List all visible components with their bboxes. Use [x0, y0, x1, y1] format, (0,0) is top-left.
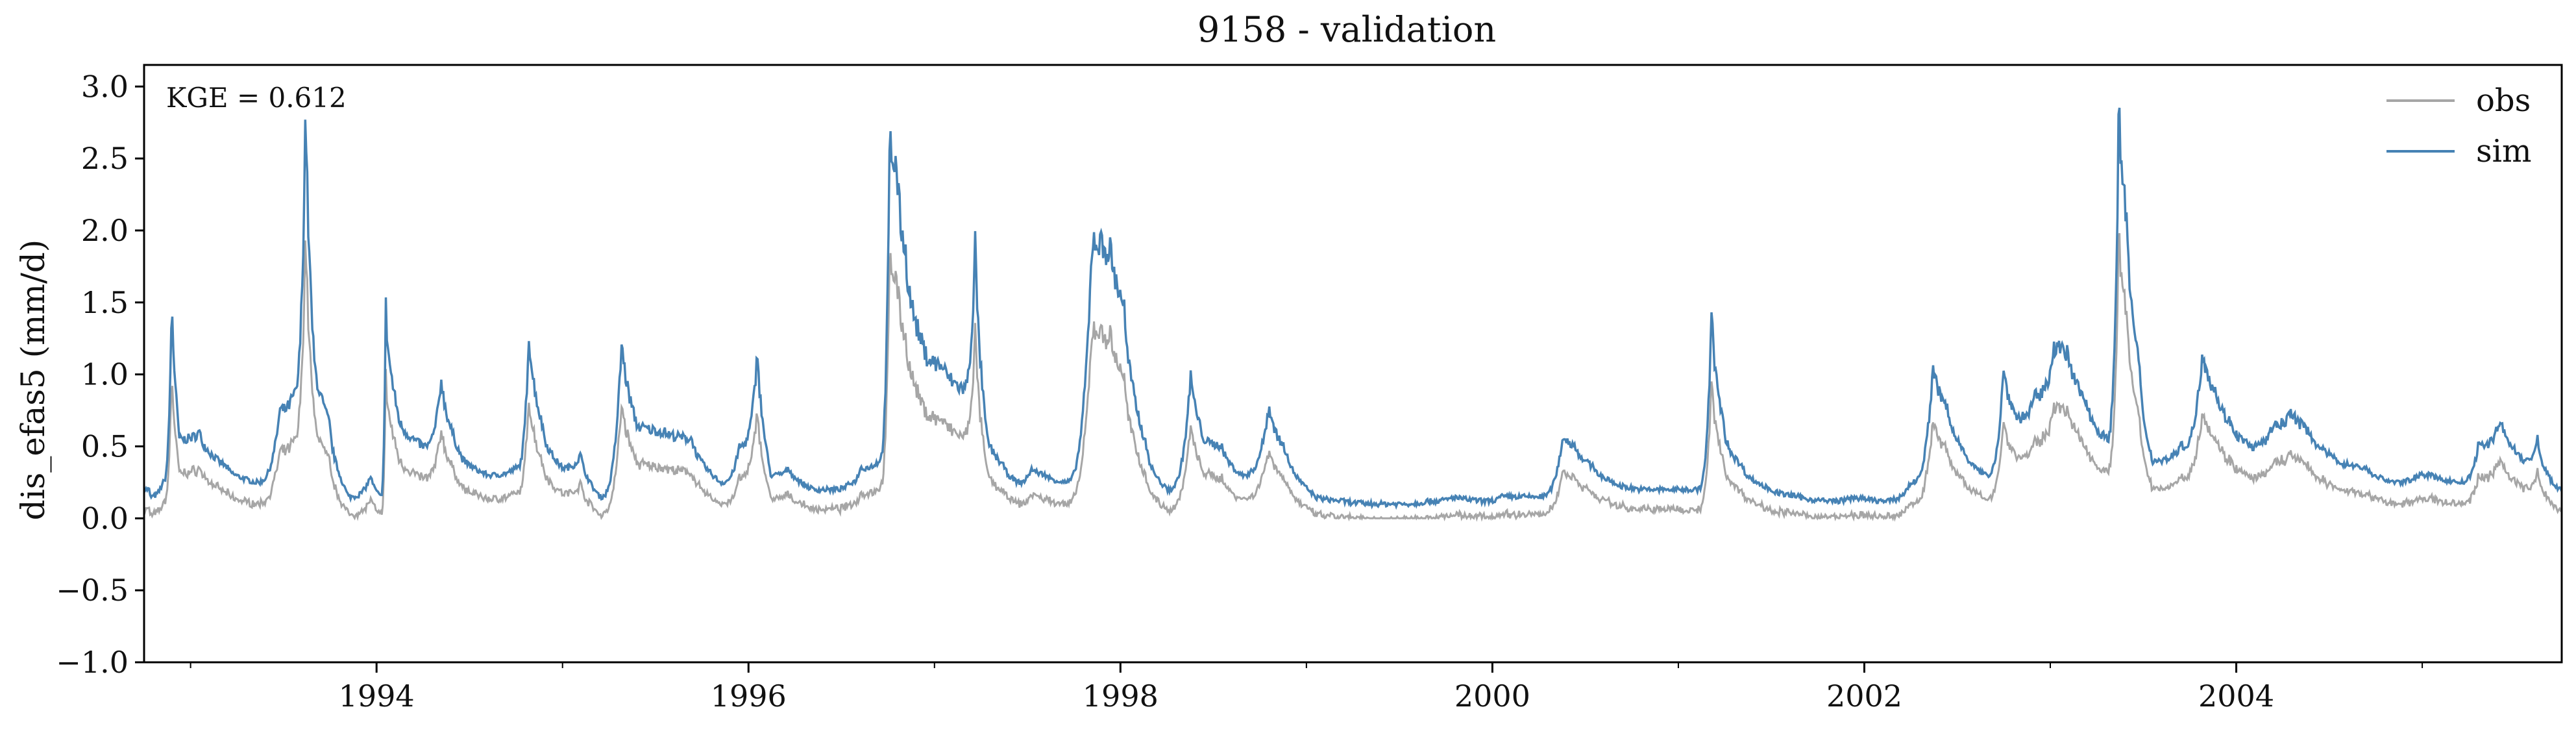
- x-tick-label: 1998: [1083, 679, 1159, 714]
- x-tick-label: 2004: [2198, 679, 2274, 714]
- y-tick-label: 1.5: [81, 285, 129, 320]
- y-tick-label: 1.0: [81, 357, 129, 392]
- y-tick-label: 0.5: [81, 429, 129, 464]
- chart-title: 9158 - validation: [1197, 9, 1496, 50]
- y-tick-label: 2.5: [81, 141, 129, 176]
- x-tick-label: 2000: [1454, 679, 1530, 714]
- y-tick-label: −0.5: [56, 573, 129, 608]
- y-tick-label: 3.0: [81, 69, 129, 104]
- plot-area: [143, 107, 2563, 522]
- legend-label-sim: sim: [2476, 133, 2532, 169]
- y-axis-label: dis_efas5 (mm/d): [14, 240, 52, 521]
- obs-series-line: [143, 232, 2562, 522]
- x-tick-label: 1994: [339, 679, 415, 714]
- y-tick-label: 2.0: [81, 213, 129, 248]
- kge-annotation: KGE = 0.612: [166, 82, 347, 114]
- legend-label-obs: obs: [2476, 82, 2531, 119]
- x-tick-label: 2002: [1826, 679, 1902, 714]
- y-tick-label: 0.0: [81, 501, 129, 536]
- y-tick-label: −1.0: [56, 645, 129, 680]
- x-tick-label: 1996: [711, 679, 787, 714]
- sim-series-line: [143, 107, 2563, 510]
- plot-frame: [143, 64, 2563, 664]
- legend: obs sim: [2386, 82, 2532, 169]
